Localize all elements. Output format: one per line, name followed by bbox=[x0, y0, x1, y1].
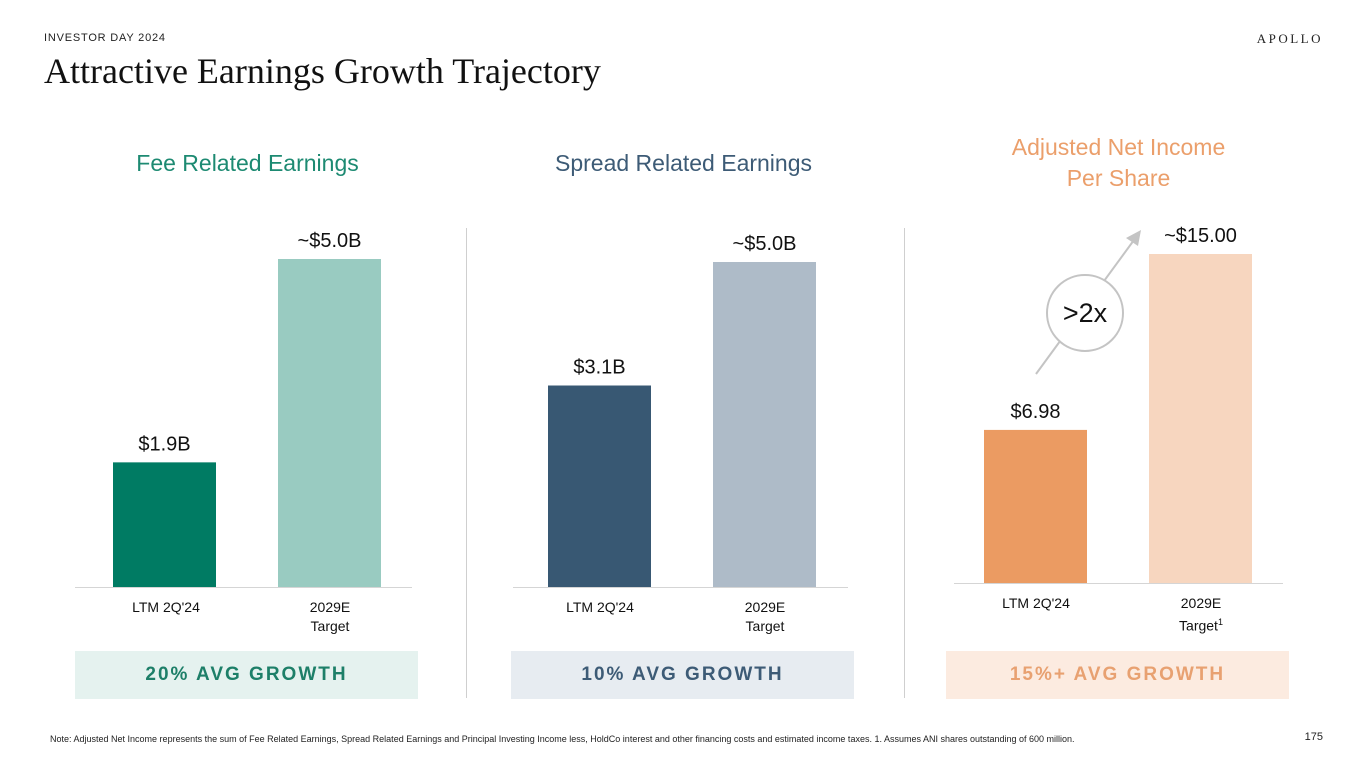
category-label: LTM 2Q'24 bbox=[540, 598, 660, 617]
bar bbox=[113, 462, 216, 587]
apollo-logo: APOLLO bbox=[1256, 31, 1323, 46]
panel-divider bbox=[466, 228, 467, 698]
category-label: 2029E Target bbox=[705, 598, 825, 636]
fre-chart-panel: Fee Related Earnings $1.9B ~$5.0B LTM 2Q'… bbox=[75, 130, 420, 710]
data-label: ~$5.0B bbox=[298, 230, 362, 252]
category-label: 2029E Target bbox=[270, 598, 390, 636]
eyebrow-label: INVESTOR DAY 2024 bbox=[44, 32, 166, 44]
footnote: Note: Adjusted Net Income represents the… bbox=[50, 734, 1075, 744]
growth-badge: 15%+ AVG GROWTH bbox=[946, 651, 1289, 699]
growth-multiple-badge: >2x bbox=[1046, 274, 1124, 352]
data-label: $1.9B bbox=[138, 433, 190, 455]
category-label-line: LTM 2Q'24 bbox=[566, 599, 634, 615]
growth-badge: 20% AVG GROWTH bbox=[75, 651, 418, 699]
category-label-line: Target bbox=[745, 618, 785, 634]
category-label-line: 2029E bbox=[1180, 595, 1222, 611]
chart-title-line: Adjusted Net Income bbox=[1011, 134, 1226, 160]
page-title: Attractive Earnings Growth Trajectory bbox=[44, 51, 601, 91]
bar bbox=[713, 262, 816, 587]
data-label: ~$5.0B bbox=[733, 233, 797, 255]
category-label-line: 2029E bbox=[309, 599, 351, 615]
growth-badge: 10% AVG GROWTH bbox=[511, 651, 854, 699]
category-label: LTM 2Q'24 bbox=[106, 598, 226, 617]
page-number: 175 bbox=[1304, 731, 1323, 743]
bar bbox=[1149, 254, 1252, 583]
data-label: $6.98 bbox=[1010, 401, 1060, 423]
chart-title: Spread Related Earnings bbox=[555, 150, 812, 176]
fre-chart: $1.9B ~$5.0B bbox=[75, 230, 412, 588]
ani-chart-panel: Adjusted Net Income Per Share $6.98 ~$15.… bbox=[946, 130, 1291, 710]
ani-chart: $6.98 ~$15.00 bbox=[954, 225, 1283, 584]
chart-title: Adjusted Net Income Per Share bbox=[946, 132, 1291, 194]
data-label: ~$15.00 bbox=[1164, 225, 1237, 247]
sre-chart: $3.1B ~$5.0B bbox=[513, 233, 848, 588]
footnote-marker: 1 bbox=[1217, 617, 1223, 627]
category-label-line: Target bbox=[1179, 617, 1218, 634]
bar bbox=[278, 259, 381, 587]
bar bbox=[548, 385, 651, 587]
panel-divider bbox=[904, 228, 905, 698]
data-label: $3.1B bbox=[573, 357, 625, 379]
growth-arrow-icon bbox=[1126, 230, 1141, 246]
chart-title: Fee Related Earnings bbox=[136, 150, 359, 176]
chart-title-line: Per Share bbox=[1066, 165, 1171, 191]
category-label-line: LTM 2Q'24 bbox=[132, 599, 200, 615]
category-label-line: 2029E bbox=[744, 599, 786, 615]
sre-chart-panel: Spread Related Earnings $3.1B ~$5.0B LTM … bbox=[511, 130, 856, 710]
category-label: 2029E Target1 bbox=[1141, 594, 1261, 636]
bar bbox=[984, 429, 1087, 583]
category-label-line: LTM 2Q'24 bbox=[1002, 595, 1070, 611]
category-label-line: Target bbox=[310, 618, 350, 634]
category-label: LTM 2Q'24 bbox=[976, 594, 1096, 613]
